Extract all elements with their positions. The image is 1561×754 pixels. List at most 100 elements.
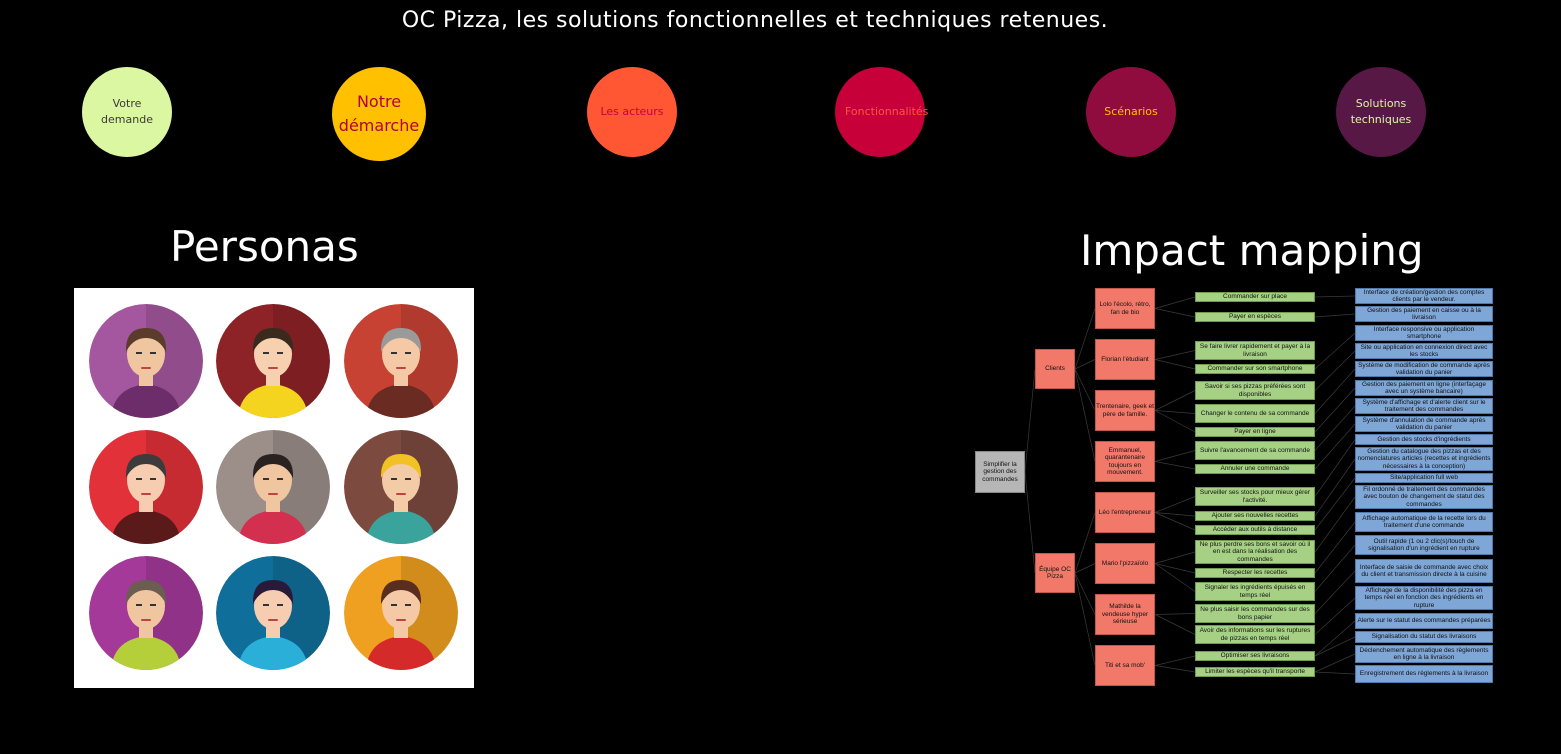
nav-circle-3[interactable]: Fonctionnalités (835, 67, 929, 157)
impact-map-connector (1314, 405, 1356, 451)
impact-deliverable-box-7: Système d'annulation de commande après v… (1355, 416, 1493, 432)
avatar-body (238, 384, 308, 418)
impact-item-box-1: Payer en espèces (1195, 312, 1315, 322)
impact-actor-box-4: Léo l'entrepreneur (1095, 492, 1155, 533)
impact-map-connector (1074, 512, 1096, 574)
avatar-body (366, 510, 436, 544)
nav-circle-label: Notre démarche (338, 92, 420, 135)
impact-item-box-13: Respecter les recettes (1195, 568, 1315, 578)
impact-item-box-16: Avoir des informations sur les ruptures … (1195, 625, 1315, 644)
impact-map-connector (1314, 332, 1356, 370)
nav-circle-0[interactable]: Votre demande (82, 67, 172, 157)
impact-map-connector (1154, 410, 1196, 433)
impact-item-box-0: Commander sur place (1195, 292, 1315, 302)
impact-map-connector (1154, 390, 1196, 411)
impact-deliverable-box-15: Affichage de la disponibilité des pizza … (1355, 586, 1493, 610)
impact-deliverable-box-16: Alerte sur le statut des commandes prépa… (1355, 613, 1493, 629)
nav-circle-5[interactable]: Solutions techniques (1336, 67, 1426, 157)
impact-deliverable-box-3: Site ou application en connexion direct … (1355, 343, 1493, 359)
impact-map-connector (1314, 544, 1356, 592)
impact-map-connector (1154, 461, 1196, 470)
impact-map-connector (1074, 368, 1096, 462)
impact-map-connector (1074, 563, 1096, 574)
avatar-body (111, 510, 181, 544)
avatar-body (366, 384, 436, 418)
impact-deliverable-box-5: Gestion des paiement en ligne (interfaça… (1355, 380, 1493, 396)
impact-deliverable-box-11: Fil ordonné de traitement des commandes … (1355, 485, 1493, 509)
impact-map-connector (1314, 521, 1356, 574)
impact-group-box-0: Clients (1035, 349, 1075, 389)
impact-map-connector (1074, 368, 1096, 411)
impact-actor-box-2: Trentenaire, geek et père de famille. (1095, 390, 1155, 431)
impact-deliverable-box-12: Affichage automatique de la recette lors… (1355, 512, 1493, 532)
impact-actor-box-5: Mario l'pizzaïolo (1095, 543, 1155, 584)
impact-map-connector (1154, 359, 1196, 370)
impact-map-connector (1314, 313, 1356, 318)
impact-map-connector (1314, 570, 1356, 614)
avatar-hair (252, 454, 294, 478)
avatar-face (382, 583, 420, 629)
persona-avatar-7 (89, 556, 203, 670)
impact-item-box-7: Suivre l'avancement de sa commande (1195, 441, 1315, 460)
avatar-hair (125, 580, 167, 604)
impact-item-box-8: Annuler une commande (1195, 464, 1315, 474)
impact-item-box-12: Ne plus perdre ses bons et savoir où il … (1195, 540, 1315, 564)
impact-map-connector (1154, 350, 1196, 360)
impact-map-connector (1154, 563, 1196, 592)
persona-avatar-1 (89, 304, 203, 418)
impact-map-connectors (1024, 295, 1356, 675)
avatar-body (238, 636, 308, 670)
impact-map-connector (1154, 308, 1196, 318)
nav-circle-2[interactable]: Les acteurs (587, 67, 677, 157)
avatar-face (254, 457, 292, 503)
impact-map-connector (1314, 477, 1356, 531)
impact-map-connector (1314, 671, 1356, 675)
impact-map-connector (1314, 295, 1356, 298)
avatar-face (254, 331, 292, 377)
avatar-hair (252, 328, 294, 352)
nav-circle-4[interactable]: Scénarios (1086, 67, 1176, 157)
avatar-face (127, 583, 165, 629)
impact-item-box-6: Payer en ligne (1195, 427, 1315, 437)
avatar-face (127, 457, 165, 503)
avatar-hair (380, 328, 422, 352)
impact-map-connector (1154, 512, 1196, 517)
avatar-body (366, 636, 436, 670)
avatar-hair (380, 454, 422, 478)
avatar-hair (125, 454, 167, 478)
impact-deliverable-box-13: Outil rapide (1 ou 2 clic(s)/touch de si… (1355, 535, 1493, 555)
persona-avatar-9 (344, 556, 458, 670)
avatar-face (382, 457, 420, 503)
impact-item-box-11: Accéder aux outils à distance (1195, 525, 1315, 535)
impact-map-connector (1074, 308, 1096, 370)
impact-deliverable-box-17: Signalisation du statut des livraisons (1355, 631, 1493, 643)
impact-map-connector (1024, 368, 1036, 473)
avatar-body (238, 510, 308, 544)
nav-circle-1[interactable]: Notre démarche (332, 67, 426, 161)
impact-map-connector (1074, 572, 1096, 666)
impact-map-connector (1154, 655, 1196, 666)
impact-deliverable-box-14: Interface de saisie de commande avec cho… (1355, 559, 1493, 583)
impact-map-connector (1314, 496, 1356, 553)
impact-deliverable-box-10: Site/application full web (1355, 473, 1493, 483)
nav-circle-label: Solutions techniques (1350, 96, 1412, 127)
impact-mapping-heading: Impact mapping (1080, 226, 1424, 275)
impact-actor-box-0: Lolo l'écolo, rétro, fan de bio (1095, 288, 1155, 329)
impact-item-box-14: Signaler les ingrédients épuisés en temp… (1195, 582, 1315, 601)
impact-map-connector (1314, 636, 1356, 657)
impact-map-connector (1314, 620, 1356, 657)
impact-item-box-18: Limiter les espèces qu'il transporte (1195, 667, 1315, 677)
avatar-face (254, 583, 292, 629)
impact-map-connector (1154, 296, 1196, 309)
avatar-face (382, 331, 420, 377)
impact-map-connector (1154, 450, 1196, 462)
nav-circle-label: Fonctionnalités (845, 104, 929, 118)
nav-circle-label: Les acteurs (600, 104, 664, 118)
persona-avatar-3 (344, 304, 458, 418)
impact-goal-box: Simplifier la gestion des commandes (975, 451, 1025, 493)
page-title: OC Pizza, les solutions fonctionnelles e… (401, 8, 1109, 33)
impact-map-connector (1154, 614, 1196, 635)
nav-circle-label: Scénarios (1104, 104, 1158, 118)
impact-deliverable-box-0: Interface de création/gestion des compte… (1355, 288, 1493, 304)
nav-circle-label: Votre demande (101, 96, 153, 127)
